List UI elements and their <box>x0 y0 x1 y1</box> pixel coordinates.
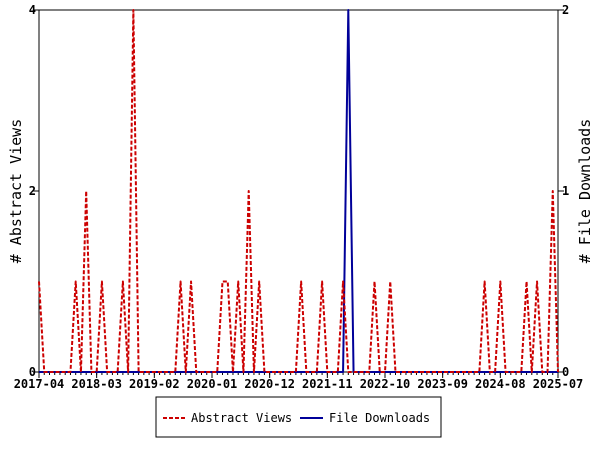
x-tick-label: 2019-02 <box>129 377 180 391</box>
legend-box <box>155 396 442 438</box>
x-tick-label: 2020-12 <box>244 377 295 391</box>
x-tick-label: 2025-07 <box>533 377 584 391</box>
y-left-tick-label: 4 <box>29 3 36 17</box>
legend-label-file-downloads: File Downloads <box>329 411 430 425</box>
x-axis: 2017-04 2018-03 2019-02 2020-01 2020-12 2021-… <box>14 372 584 391</box>
series-line-abstract-views <box>38 9 559 373</box>
y-axis-left: 0 2 4 <box>29 3 39 379</box>
y-right-tick-label: 1 <box>562 184 569 198</box>
legend-label-abstract-views: Abstract Views <box>191 411 292 425</box>
y-axis-right: 0 1 2 <box>558 3 569 379</box>
y-left-tick-label: 2 <box>29 184 36 198</box>
y-axis-right-title: # File Downloads <box>576 119 594 264</box>
x-tick-label: 2021-11 <box>302 377 353 391</box>
x-tick-label: 2018-03 <box>71 377 122 391</box>
y-right-tick-label: 0 <box>562 365 569 379</box>
y-axis-left-title: # Abstract Views <box>7 119 25 264</box>
x-tick-label: 2017-04 <box>14 377 65 391</box>
x-tick-label: 2022-10 <box>360 377 411 391</box>
series-layer <box>38 9 559 373</box>
y-left-tick-label: 0 <box>29 365 36 379</box>
x-tick-label: 2024-08 <box>475 377 526 391</box>
y-right-tick-label: 2 <box>562 3 569 17</box>
legend: Abstract Views File Downloads <box>155 396 442 438</box>
x-tick-label: 2023-09 <box>417 377 468 391</box>
x-tick-label: 2020-01 <box>187 377 238 391</box>
